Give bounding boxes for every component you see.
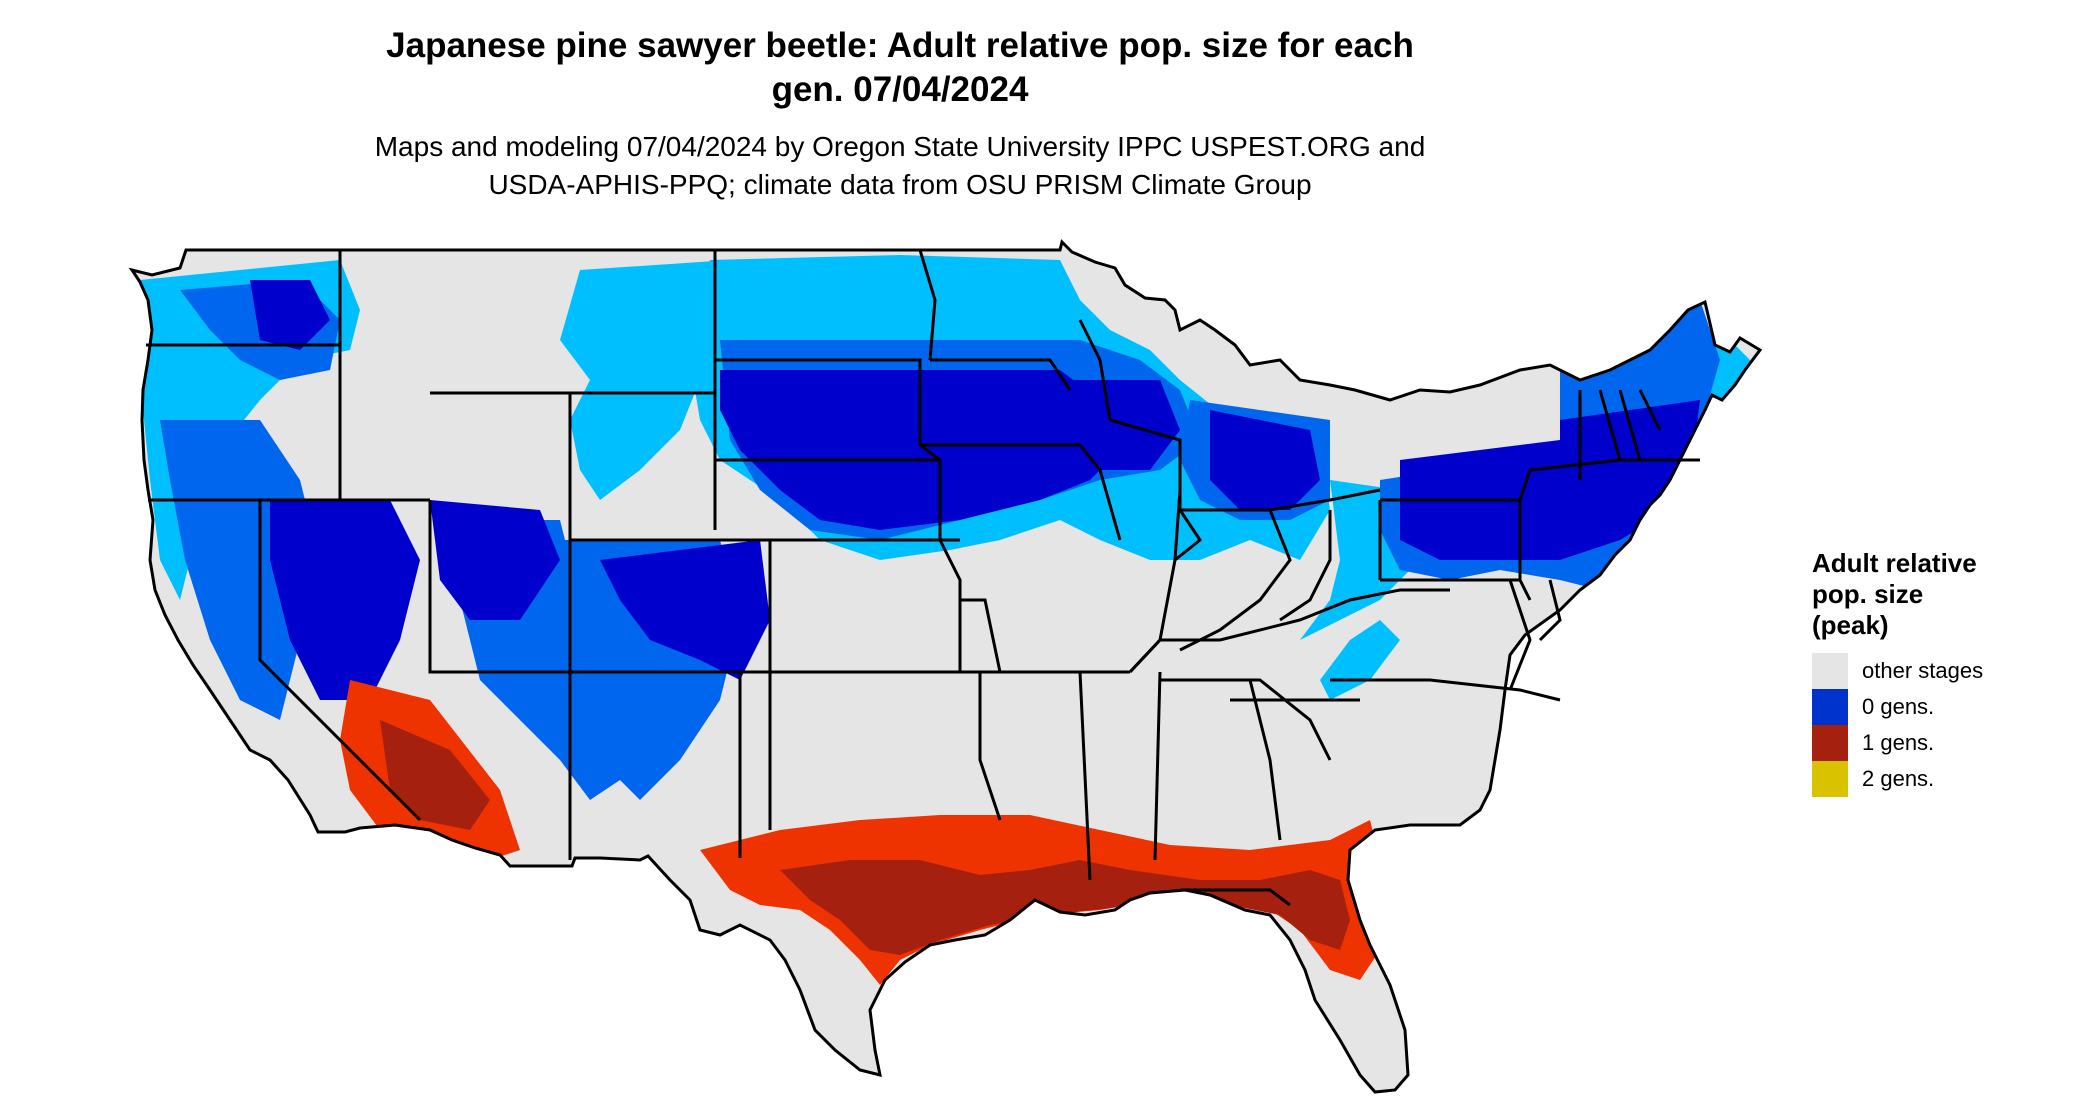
legend-swatch (1812, 689, 1848, 725)
map-title: Japanese pine sawyer beetle: Adult relat… (0, 24, 1800, 112)
legend-item-2-gens: 2 gens. (1812, 761, 2092, 797)
legend-swatch (1812, 761, 1848, 797)
legend-item-1-gens: 1 gens. (1812, 725, 2092, 761)
state-borders (146, 249, 1700, 907)
map-subtitle: Maps and modeling 07/04/2024 by Oregon S… (0, 128, 1800, 204)
map-title-line-1: Japanese pine sawyer beetle: Adult relat… (386, 26, 1414, 65)
legend-item-0-gens: 0 gens. (1812, 689, 2092, 725)
map-title-line-2: gen. 07/04/2024 (771, 70, 1029, 109)
legend-label: other stages (1862, 658, 1984, 683)
map-subtitle-line-2: USDA-APHIS-PPQ; climate data from OSU PR… (488, 169, 1312, 200)
map-legend: Adult relative pop. size (peak) other st… (1812, 548, 2092, 797)
dark-red-region (380, 720, 1350, 955)
map-subtitle-line-1: Maps and modeling 07/04/2024 by Oregon S… (374, 131, 1426, 162)
legend-title-line-1: Adult relative (1812, 548, 1977, 578)
yellow-region (1305, 1100, 1345, 1114)
legend-title: Adult relative pop. size (peak) (1812, 548, 2092, 641)
legend-swatch (1812, 725, 1848, 761)
legend-swatch (1812, 653, 1848, 689)
legend-label: 1 gens. (1862, 730, 1935, 755)
legend-title-line-2: pop. size (1812, 579, 1924, 609)
legend-label: 2 gens. (1862, 766, 1935, 791)
dark-blue-region (250, 280, 1700, 700)
legend-title-line-3: (peak) (1812, 610, 1889, 640)
legend-item-other-stages: other stages (1812, 653, 2092, 689)
legend-label: 0 gens. (1862, 694, 1935, 719)
